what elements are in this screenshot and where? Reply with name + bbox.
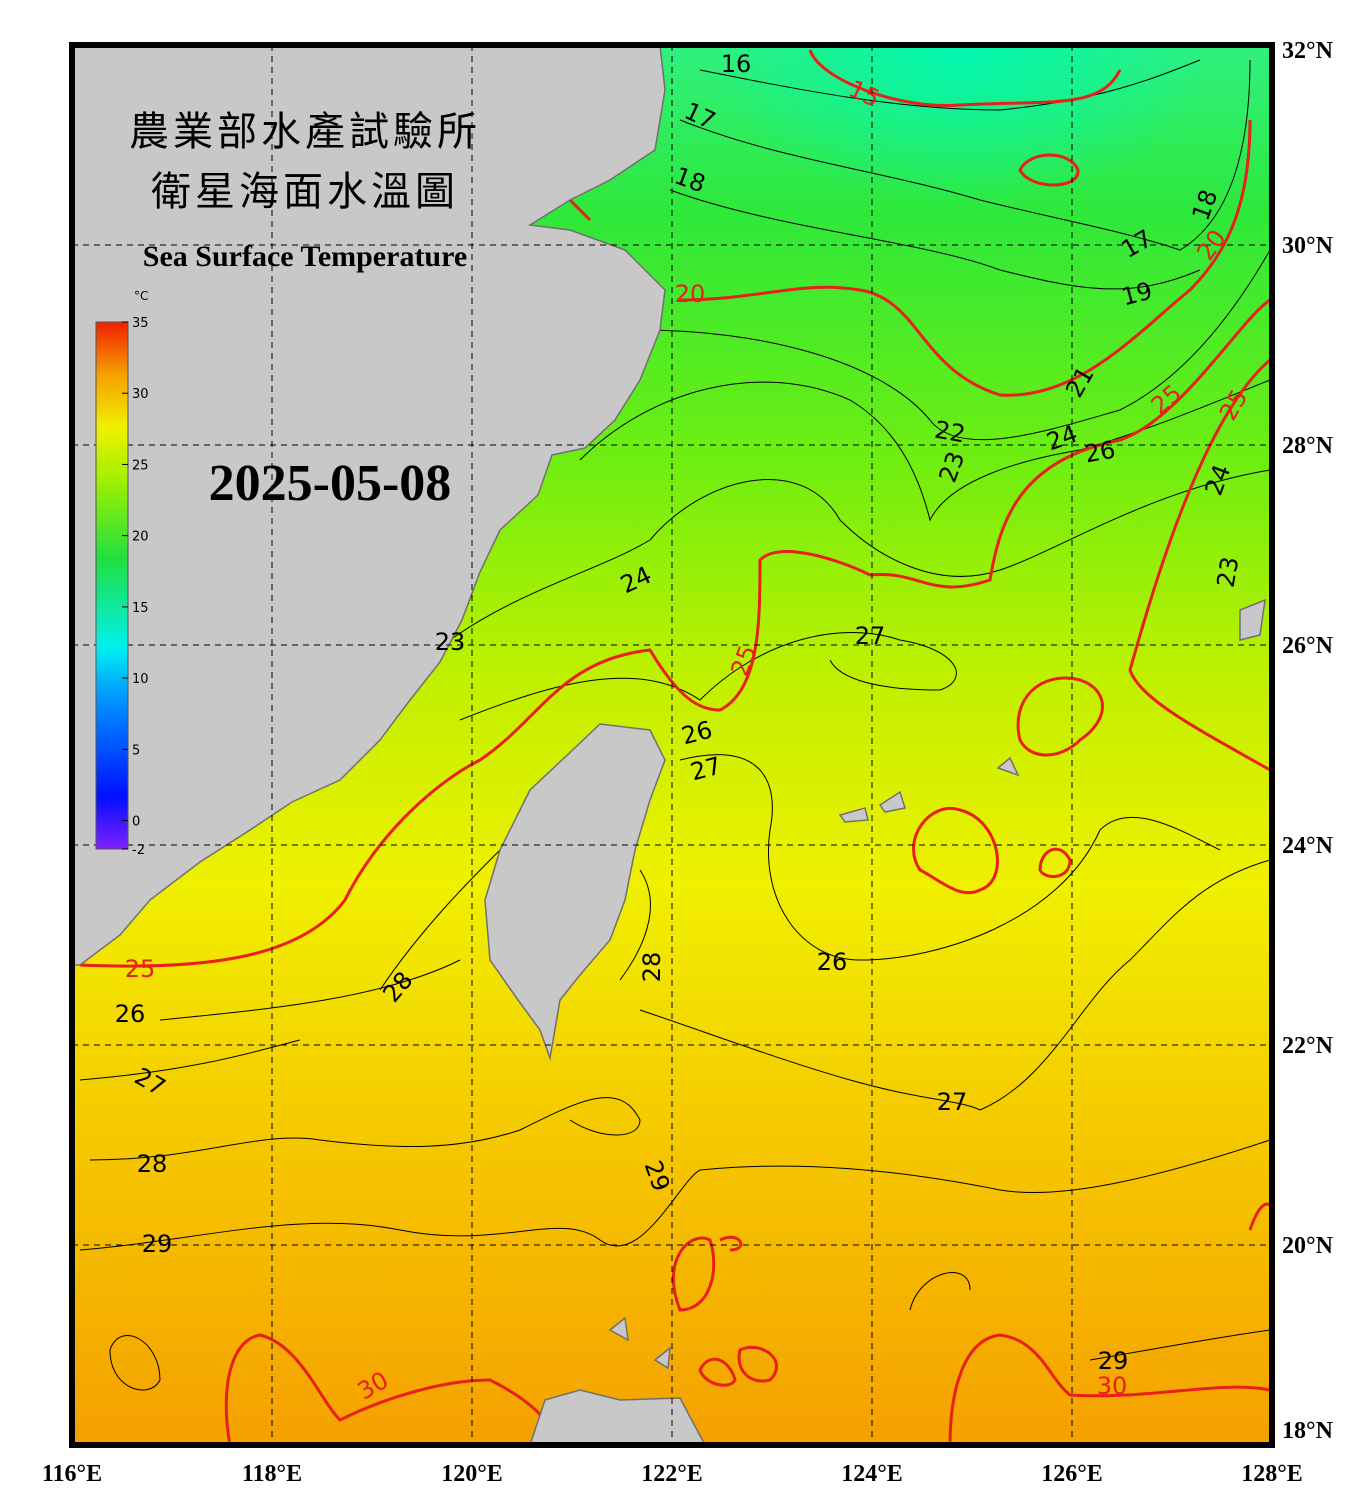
bold-isotherm-label: 30 — [1097, 1372, 1128, 1400]
isotherms — [79, 59, 1271, 1391]
colorbar-tick-label: 25 — [132, 458, 149, 473]
isotherm-label: 26 — [817, 948, 848, 976]
colorbar-tick-label: 20 — [132, 530, 149, 545]
bold-isotherm-label: 25 — [125, 955, 156, 983]
lon-tick-label: 126°E — [1041, 1461, 1103, 1487]
lon-tick-label: 122°E — [641, 1461, 703, 1487]
lat-tick-label: 24°N — [1282, 833, 1334, 859]
colorbar-tick-label: 5 — [132, 743, 140, 758]
colorbar — [95, 321, 129, 850]
lat-tick-label: 30°N — [1282, 233, 1334, 259]
colorbar-tick-label: 35 — [132, 316, 149, 331]
colorbar-tick-label: -2 — [132, 843, 145, 858]
isotherm-label: 27 — [855, 622, 886, 650]
title-zh-2: 衛星海面水溫圖 — [151, 169, 459, 215]
colorbar-tick-label: 30 — [132, 387, 149, 402]
lat-tick-label: 26°N — [1282, 633, 1334, 659]
lat-tick-label: 32°N — [1282, 38, 1334, 64]
isotherm-label: 23 — [1212, 555, 1245, 590]
isotherm-label: 16 — [721, 50, 752, 78]
isotherm-label: 23 — [435, 628, 466, 656]
isotherm-label: 26 — [1083, 436, 1118, 469]
title-en: Sea Surface Temperature — [143, 240, 467, 273]
isotherm-label: 28 — [137, 1150, 168, 1178]
colorbar-ticks: -2 0 5 10 15 20 25 30 35 — [122, 316, 149, 858]
colorbar-unit: °C — [134, 289, 148, 303]
lat-tick-label: 20°N — [1282, 1233, 1334, 1259]
isotherm-label: 26 — [115, 1000, 146, 1028]
lon-tick-label: 128°E — [1241, 1461, 1303, 1487]
bold-isotherm-label: 20 — [675, 280, 706, 308]
colorbar-tick-label: 15 — [132, 601, 149, 616]
lon-tick-label: 116°E — [42, 1461, 102, 1487]
map-frame — [69, 42, 1275, 1448]
title-zh-1: 農業部水產試驗所 — [129, 109, 481, 155]
isotherm-label: 28 — [638, 952, 666, 983]
colorbar-tick-label: 0 — [132, 815, 140, 830]
lon-tick-label: 120°E — [441, 1461, 503, 1487]
isotherm-label: 27 — [937, 1088, 968, 1116]
colorbar-tick-label: 10 — [132, 672, 149, 687]
lon-tick-label: 118°E — [242, 1461, 302, 1487]
axis-ticks: 116°E 118°E 120°E 122°E 124°E 126°E 128°E 18°N 2… — [42, 38, 1334, 1487]
lat-tick-label: 18°N — [1282, 1418, 1334, 1444]
cold-water — [700, 45, 1220, 270]
lat-tick-label: 22°N — [1282, 1033, 1334, 1059]
lat-tick-label: 28°N — [1282, 433, 1334, 459]
land — [72, 45, 1266, 1445]
date: 2025-05-08 — [209, 455, 452, 512]
isotherm-label: 29 — [142, 1230, 173, 1258]
bold-isotherms — [79, 49, 1272, 1445]
lon-tick-label: 124°E — [841, 1461, 903, 1487]
isotherm-label: 22 — [933, 416, 968, 449]
isotherm-label: 29 — [1098, 1347, 1129, 1375]
graticule — [72, 45, 1272, 1445]
